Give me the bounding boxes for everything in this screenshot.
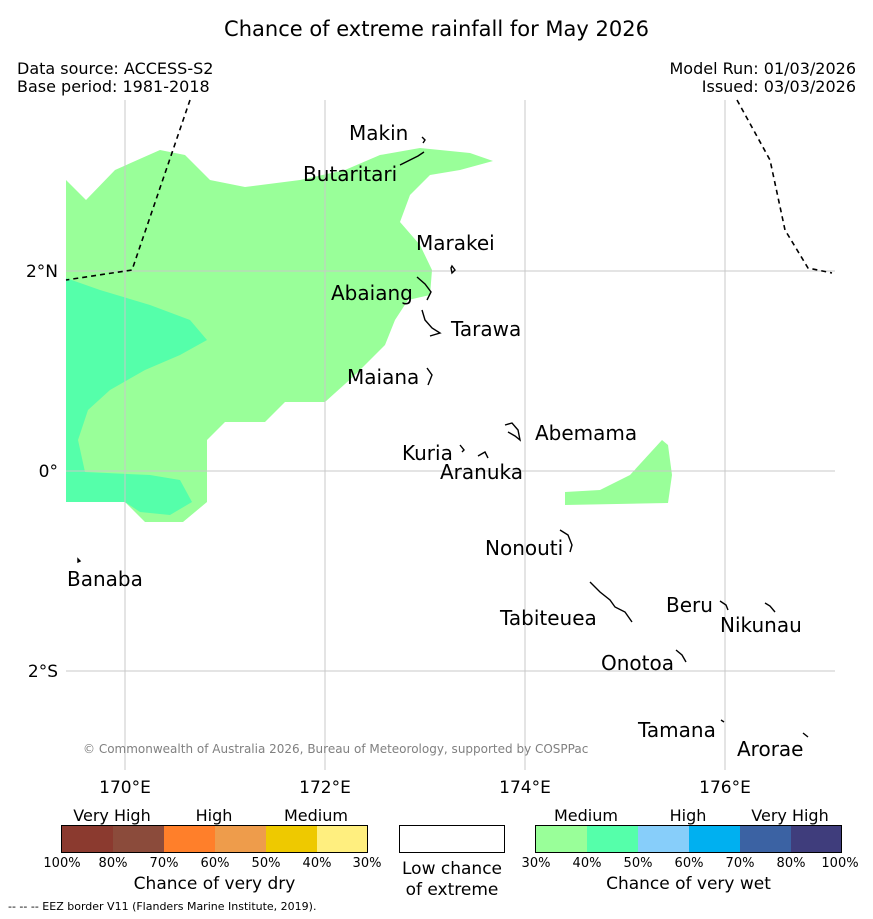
label-onotoa: Onotoa [601, 651, 674, 675]
dry-colorbar-frame [61, 825, 368, 853]
wet-swatch-5 [740, 826, 791, 852]
dry-swatch-3 [164, 826, 215, 852]
abemama-coast [504, 422, 522, 442]
lat-tick-2n: 2°N [26, 262, 58, 282]
copyright-notice: © Commonwealth of Australia 2026, Bureau… [83, 742, 589, 756]
wet-group-high: High [669, 806, 707, 825]
island-coastlines [77, 136, 809, 738]
eez-footer-note: -- -- -- EEZ border V11 (Flanders Marine… [8, 900, 317, 913]
wet-group-medium: Medium [554, 806, 618, 825]
label-arorae: Arorae [737, 737, 803, 761]
lon-tick-176: 176°E [699, 778, 751, 798]
label-beru: Beru [666, 593, 713, 617]
model-run-block: Model Run: 01/03/2026 Issued: 03/03/2026 [670, 60, 857, 96]
label-butaritari: Butaritari [303, 162, 397, 186]
label-makin: Makin [349, 121, 408, 145]
wet-tick-70: 70% [725, 856, 755, 871]
dry-swatch-6 [317, 826, 367, 852]
axis-labels: 170°E 172°E 174°E 176°E 2°N 0° 2°S [26, 262, 751, 798]
dry-tick-60: 60% [200, 856, 230, 871]
beru-coast [719, 600, 729, 611]
banaba-coast [77, 557, 82, 564]
data-source: Data source: ACCESS-S2 [17, 59, 214, 78]
label-maiana: Maiana [347, 365, 419, 389]
neutral-swatch [399, 825, 505, 853]
wet-tick-100: 100% [821, 856, 859, 871]
wet-tick-80: 80% [776, 856, 806, 871]
wet-tick-40: 40% [572, 856, 602, 871]
dry-tick-40: 40% [302, 856, 332, 871]
tamana-coast [720, 719, 725, 723]
dry-tick-70: 70% [149, 856, 179, 871]
island-labels: Makin Butaritari Marakei Abaiang Tarawa … [67, 121, 803, 761]
wet-swatch-2 [587, 826, 638, 852]
tabiteuea-coast [589, 581, 633, 623]
dry-group-very-high: Very High [73, 806, 151, 825]
label-tabiteuea: Tabiteuea [499, 606, 597, 630]
label-nonouti: Nonouti [485, 536, 563, 560]
neutral-label-line1: Low chance [402, 859, 502, 879]
abaiang-coast [416, 276, 432, 301]
lat-tick-2s: 2°S [28, 662, 58, 682]
graticule [66, 100, 835, 770]
nonouti-coast [559, 529, 573, 553]
lon-tick-170: 170°E [99, 778, 151, 798]
map-title: Chance of extreme rainfall for May 2026 [224, 17, 649, 41]
marakei-coast [450, 264, 456, 275]
wet-tick-50: 50% [623, 856, 653, 871]
base-period: Base period: 1981-2018 [17, 77, 210, 96]
wet-legend-title: Chance of very wet [606, 874, 771, 894]
dry-tick-50: 50% [251, 856, 281, 871]
aranuka-coast [477, 451, 489, 459]
dry-tick-30: 30% [352, 856, 382, 871]
dry-swatch-5 [266, 826, 317, 852]
lon-tick-174: 174°E [499, 778, 551, 798]
arorae-coast [802, 732, 809, 738]
label-kuria: Kuria [402, 441, 453, 465]
label-banaba: Banaba [67, 567, 143, 591]
neutral-label-line2: of extreme [405, 880, 499, 900]
dry-legend-title: Chance of very dry [133, 874, 296, 894]
wet-medium-area-east [565, 440, 672, 505]
wet-tick-60: 60% [674, 856, 704, 871]
tarawa-coast [421, 309, 442, 337]
label-marakei: Marakei [416, 231, 495, 255]
wet-medium-area [66, 148, 493, 522]
maiana-coast [426, 367, 433, 386]
lat-tick-0: 0° [39, 462, 58, 482]
onotoa-coast [675, 649, 687, 663]
wet-swatch-3 [638, 826, 689, 852]
label-abaiang: Abaiang [331, 281, 413, 305]
data-source-block: Data source: ACCESS-S2 Base period: 1981… [17, 60, 213, 96]
model-run: Model Run: 01/03/2026 [669, 59, 857, 78]
dry-swatch-2 [113, 826, 164, 852]
wet-medium-high-area [66, 278, 207, 515]
eez-border [65, 99, 833, 281]
wet-swatch-4 [689, 826, 740, 852]
dry-tick-100: 100% [43, 856, 81, 871]
kuria-coast [459, 444, 465, 453]
dry-swatch-1 [62, 826, 113, 852]
dry-swatch-4 [215, 826, 266, 852]
lon-tick-172: 172°E [299, 778, 351, 798]
butaritari-coast [399, 151, 425, 166]
dry-tick-80: 80% [98, 856, 128, 871]
label-tamana: Tamana [637, 718, 716, 742]
makin-coast [421, 136, 426, 144]
dry-group-medium: Medium [284, 806, 348, 825]
label-tarawa: Tarawa [450, 317, 521, 341]
wet-group-very-high: Very High [751, 806, 829, 825]
wet-swatch-6 [791, 826, 841, 852]
label-abemama: Abemama [535, 421, 637, 445]
dry-group-high: High [195, 806, 233, 825]
label-aranuka: Aranuka [440, 460, 523, 484]
wet-tick-30: 30% [521, 856, 551, 871]
nikunau-coast [764, 602, 776, 613]
wet-swatch-1 [536, 826, 587, 852]
label-nikunau: Nikunau [720, 613, 802, 637]
wet-colorbar-frame [535, 825, 842, 853]
issued-date: Issued: 03/03/2026 [701, 77, 856, 96]
